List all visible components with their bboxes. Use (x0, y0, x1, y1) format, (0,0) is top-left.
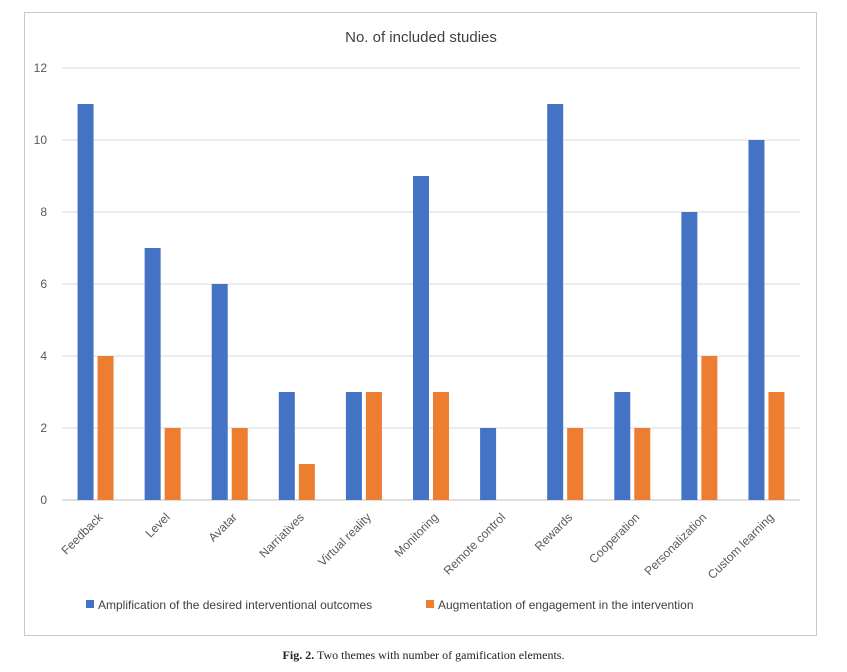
bar (768, 392, 785, 500)
y-tick-label: 6 (40, 277, 47, 291)
bar (567, 428, 584, 500)
bar (231, 428, 248, 500)
legend-label: Augmentation of engagement in the interv… (438, 598, 694, 612)
chart-title: No. of included studies (345, 29, 497, 46)
bar (365, 392, 382, 500)
legend-swatch (426, 600, 434, 608)
legend-swatch (86, 600, 94, 608)
category-label: Cooperation (586, 510, 642, 566)
bars (77, 104, 785, 500)
y-tick-label: 2 (40, 421, 47, 435)
bar (701, 356, 718, 500)
bar (413, 176, 429, 500)
bar (298, 464, 315, 500)
gridlines (62, 67, 800, 501)
category-label: Remote control (441, 510, 508, 577)
category-label: Rewards (532, 510, 575, 553)
category-label: Avatar (206, 510, 240, 544)
bar (211, 284, 228, 500)
bar (345, 392, 362, 500)
y-tick-label: 0 (40, 493, 47, 507)
bar (748, 140, 765, 500)
legend: Amplification of the desired interventio… (86, 598, 694, 612)
category-label: Custom learning (705, 510, 777, 582)
caption-label: Fig. 2. (282, 648, 315, 662)
y-tick-label: 4 (40, 349, 47, 363)
category-label: Virtual reality (315, 510, 374, 569)
bar (97, 356, 114, 500)
bar (614, 392, 631, 500)
bar (480, 428, 497, 500)
bar (164, 428, 181, 500)
category-label: Monitoring (392, 510, 442, 560)
category-label: Feedback (59, 510, 107, 558)
legend-label: Amplification of the desired interventio… (98, 598, 372, 612)
y-tick-label: 12 (34, 61, 48, 75)
bar (433, 392, 449, 500)
bar (144, 248, 161, 500)
y-tick-label: 8 (40, 205, 47, 219)
category-labels: Feedback Level Avatar Narriatives Virtual re… (59, 510, 777, 582)
figure-caption: Fig. 2. Two themes with number of gamifi… (0, 648, 847, 663)
y-tick-labels: 0 2 4 6 8 10 12 (34, 61, 48, 507)
category-label: Level (143, 510, 173, 540)
caption-text: Two themes with number of gamification e… (317, 648, 565, 662)
chart-frame (24, 12, 817, 636)
bar (634, 428, 651, 500)
category-label: Personalization (642, 510, 710, 578)
bar (77, 104, 94, 500)
bar (681, 212, 698, 500)
bar (547, 104, 564, 500)
bar (278, 392, 295, 500)
y-tick-label: 10 (34, 133, 48, 147)
chart: No. of included studies 0 2 4 6 8 10 12 Feedba… (34, 29, 800, 612)
category-label: Narriatives (256, 510, 306, 560)
